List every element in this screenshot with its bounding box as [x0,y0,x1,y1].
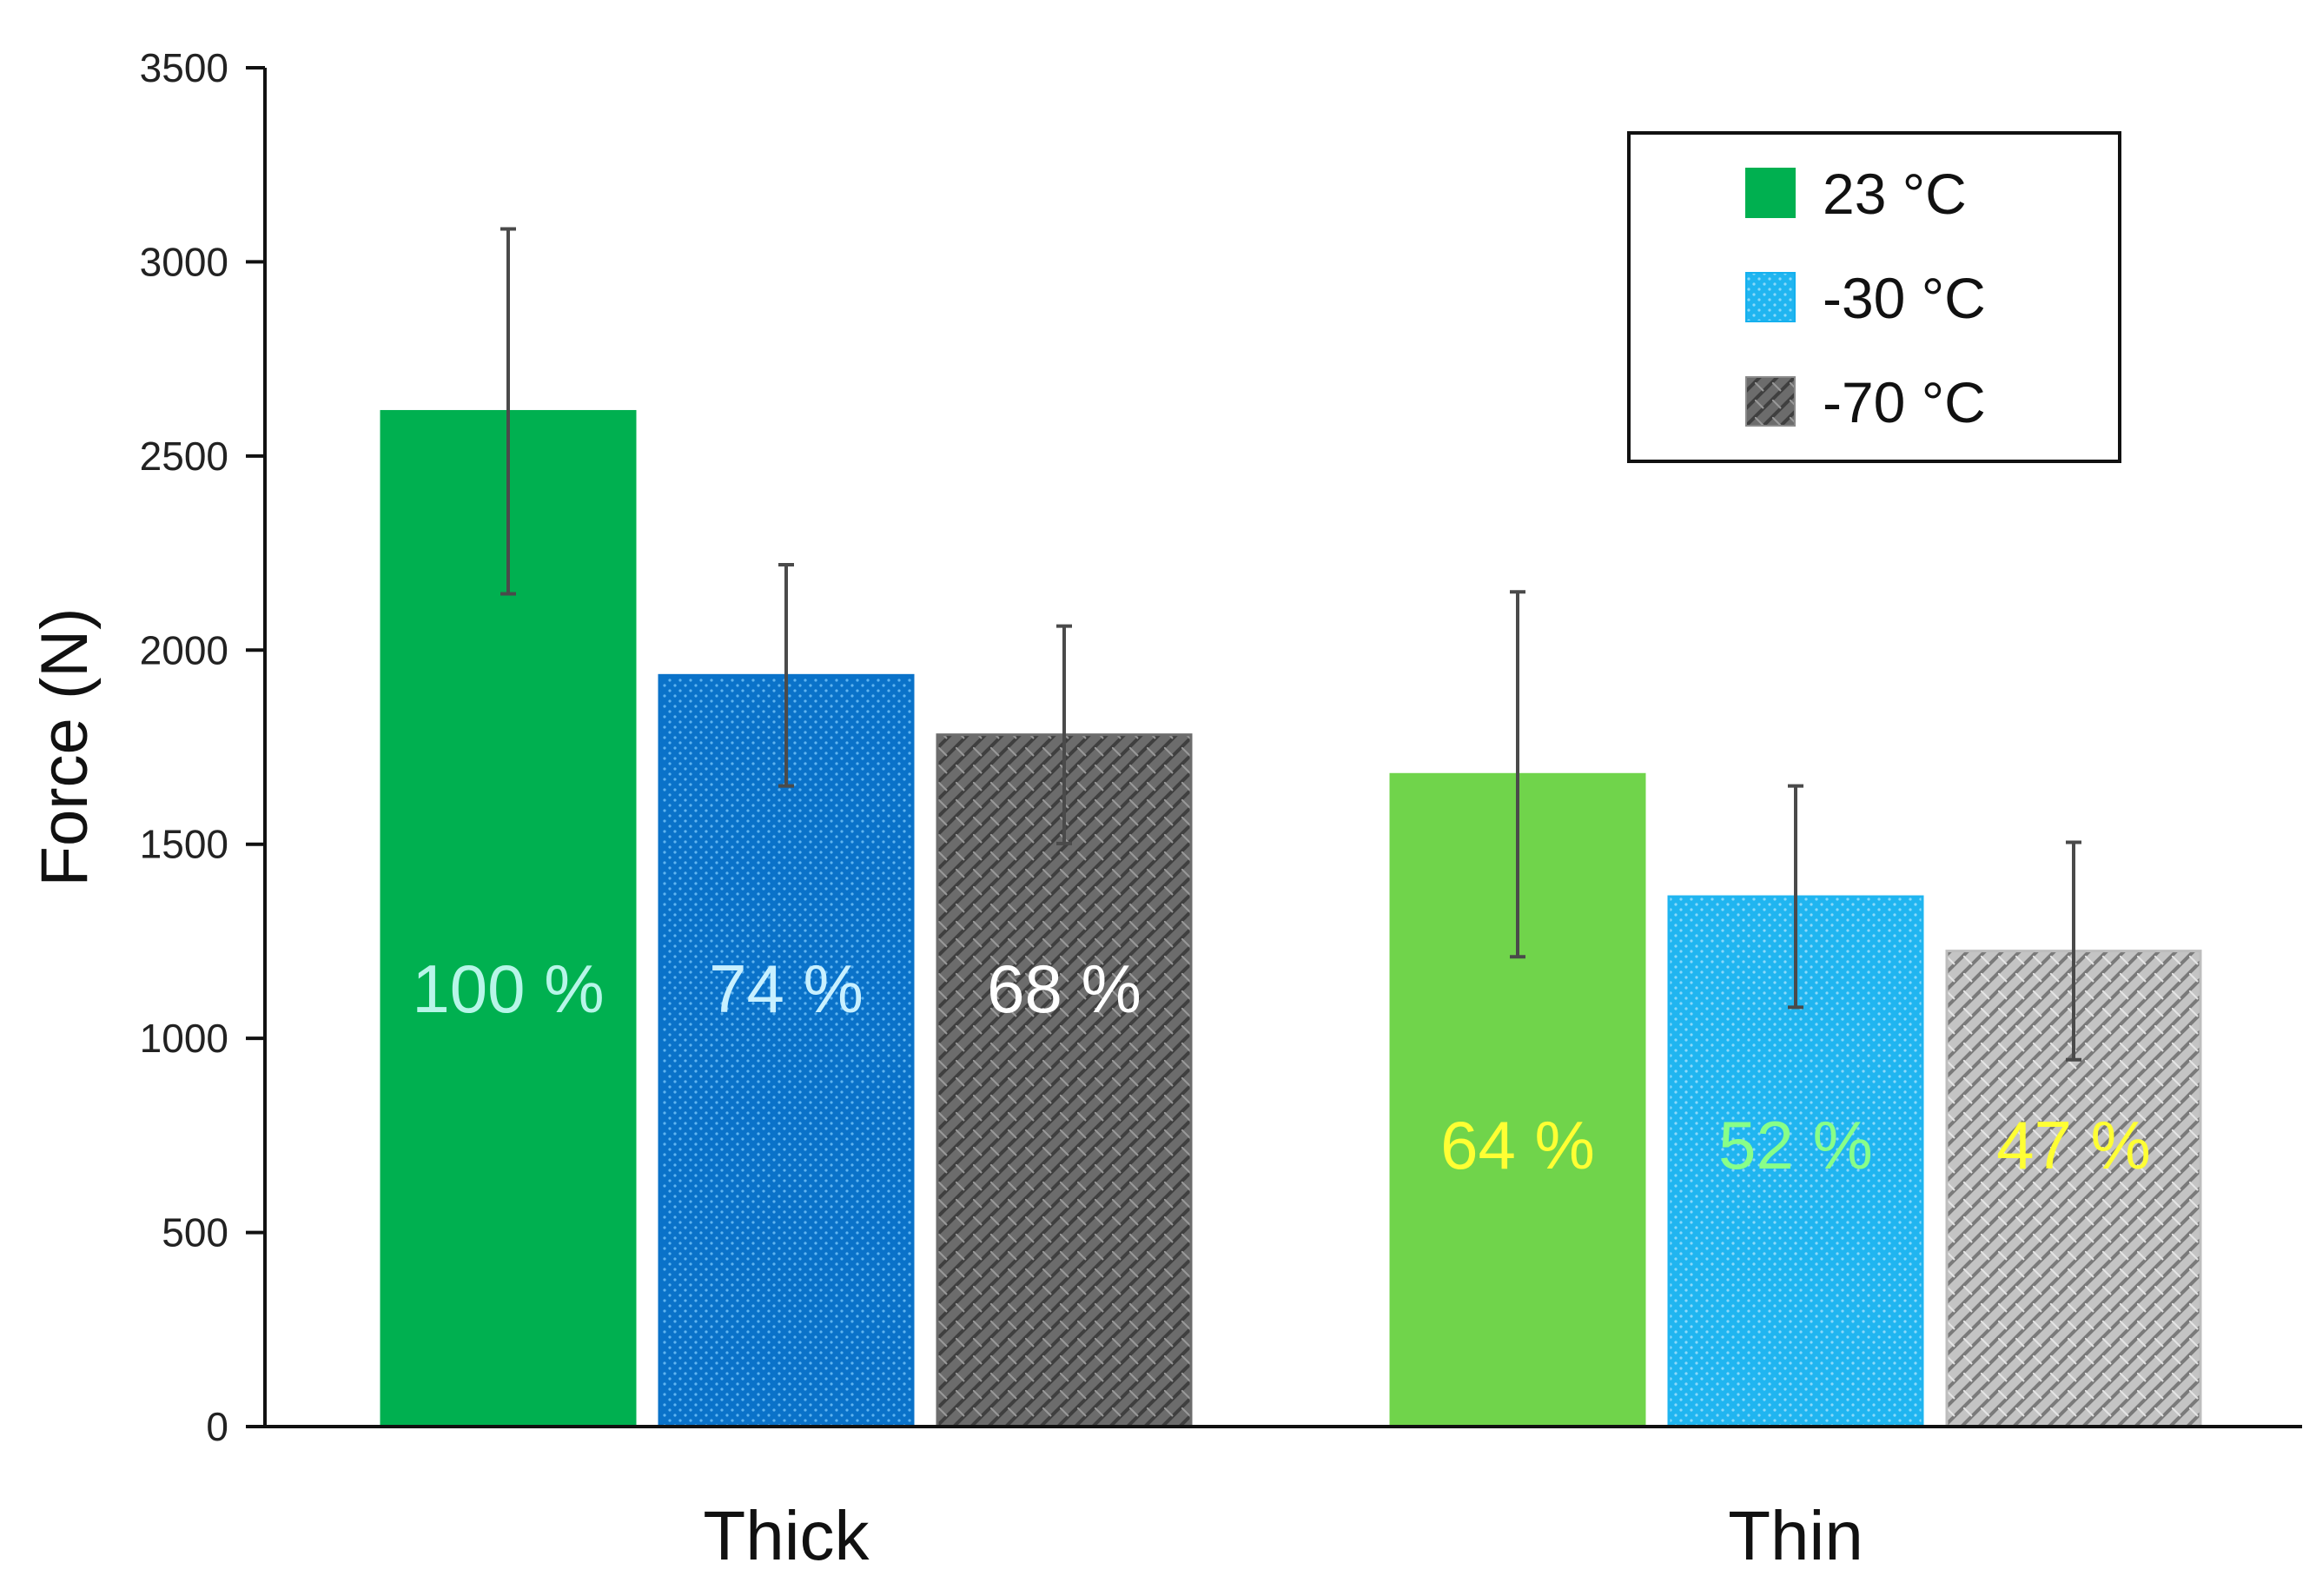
x-category-label: Thin [1728,1497,1863,1574]
legend-label: -30 °C [1823,266,1986,330]
y-tick-label: 500 [162,1210,228,1255]
y-axis-label: Force (N) [28,608,102,887]
bar-percent-label: 47 % [1996,1107,2151,1183]
percent-labels: 100 % 74 % 68 % 64 % 52 % 47 % [412,950,2150,1183]
y-tick-label: 3000 [140,239,228,284]
bar-percent-label: 100 % [412,950,604,1027]
y-tick-label: 1500 [140,822,228,867]
legend-label: -70 °C [1823,370,1986,434]
legend-swatch [1745,168,1796,218]
y-tick-label: 2000 [140,627,228,672]
y-tick-label: 1000 [140,1016,228,1061]
legend-box [1627,131,2121,463]
y-tick-label: 2500 [140,434,228,479]
legend-swatch [1745,376,1796,427]
bar-percent-label: 52 % [1718,1107,1873,1183]
x-axis-categories: Thick Thin [703,1497,1863,1574]
bar-thick-1 [658,673,915,1428]
x-category-label: Thick [703,1497,870,1574]
y-tick-label: 0 [206,1404,228,1449]
error-bars [500,227,2081,1062]
bar-percent-label: 74 % [709,950,864,1027]
bar-percent-label: 64 % [1440,1107,1595,1183]
bars [380,409,2202,1428]
y-tick-label: 3500 [140,45,228,90]
legend-swatch [1745,272,1796,322]
plot-area: 0 500 1000 1500 2000 2500 3000 3500 100 % 74 % 68… [140,45,2302,1574]
legend: 23 °C -30 °C -70 °C [1627,131,2121,463]
y-axis-ticks: 0 500 1000 1500 2000 2500 3000 3500 [140,45,265,1449]
legend-label: 23 °C [1823,162,1967,226]
bar-percent-label: 68 % [987,950,1141,1027]
